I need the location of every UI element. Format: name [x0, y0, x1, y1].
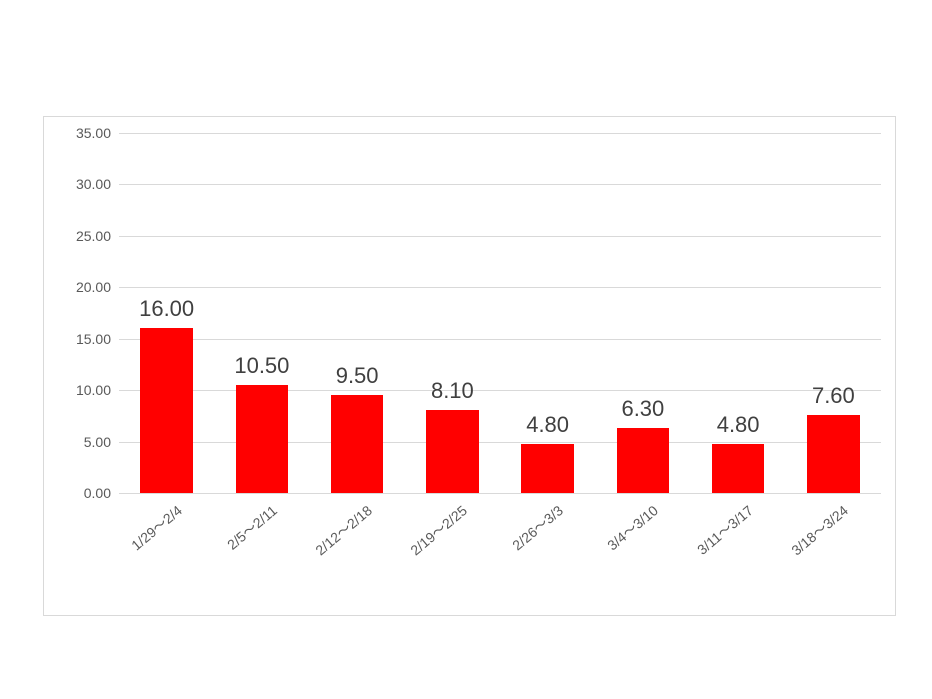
plot-area: 0.005.0010.0015.0020.0025.0030.0035.0016… [119, 133, 881, 493]
gridline [119, 184, 881, 185]
y-tick-label: 20.00 [76, 279, 119, 295]
bar [331, 395, 383, 493]
bar [712, 444, 764, 493]
x-tick-label: 3/11～3/17 [686, 493, 757, 559]
x-tick-label: 2/5～2/11 [216, 493, 281, 554]
y-tick-label: 0.00 [84, 485, 119, 501]
x-tick-label: 2/12～2/18 [305, 493, 377, 560]
bar [617, 428, 669, 493]
data-label: 16.00 [139, 296, 194, 322]
x-tick-label: 3/4～3/10 [596, 493, 662, 555]
y-tick-label: 35.00 [76, 125, 119, 141]
x-tick-label: 3/18～3/24 [781, 493, 853, 560]
data-label: 4.80 [717, 412, 760, 438]
bar [521, 444, 573, 493]
gridline [119, 390, 881, 391]
gridline [119, 287, 881, 288]
bar [140, 328, 192, 493]
data-label: 7.60 [812, 383, 855, 409]
gridline [119, 133, 881, 134]
gridline [119, 442, 881, 443]
data-label: 6.30 [621, 396, 664, 422]
x-tick-label: 1/29～2/4 [120, 493, 186, 555]
y-tick-label: 25.00 [76, 228, 119, 244]
data-label: 4.80 [526, 412, 569, 438]
bar [807, 415, 859, 493]
gridline [119, 339, 881, 340]
bar [426, 410, 478, 493]
x-tick-label: 2/26～3/3 [501, 493, 567, 555]
data-label: 8.10 [431, 378, 474, 404]
y-tick-label: 10.00 [76, 382, 119, 398]
gridline [119, 493, 881, 494]
data-label: 10.50 [234, 353, 289, 379]
y-tick-label: 15.00 [76, 331, 119, 347]
x-tick-label: 2/19～2/25 [400, 493, 472, 560]
y-tick-label: 30.00 [76, 176, 119, 192]
bar [236, 385, 288, 493]
data-label: 9.50 [336, 363, 379, 389]
y-tick-label: 5.00 [84, 434, 119, 450]
chart-frame: 0.00 5.00 10.00 15.00 20.00 25.00 30.00 35.00 16… [43, 116, 896, 616]
gridline [119, 236, 881, 237]
